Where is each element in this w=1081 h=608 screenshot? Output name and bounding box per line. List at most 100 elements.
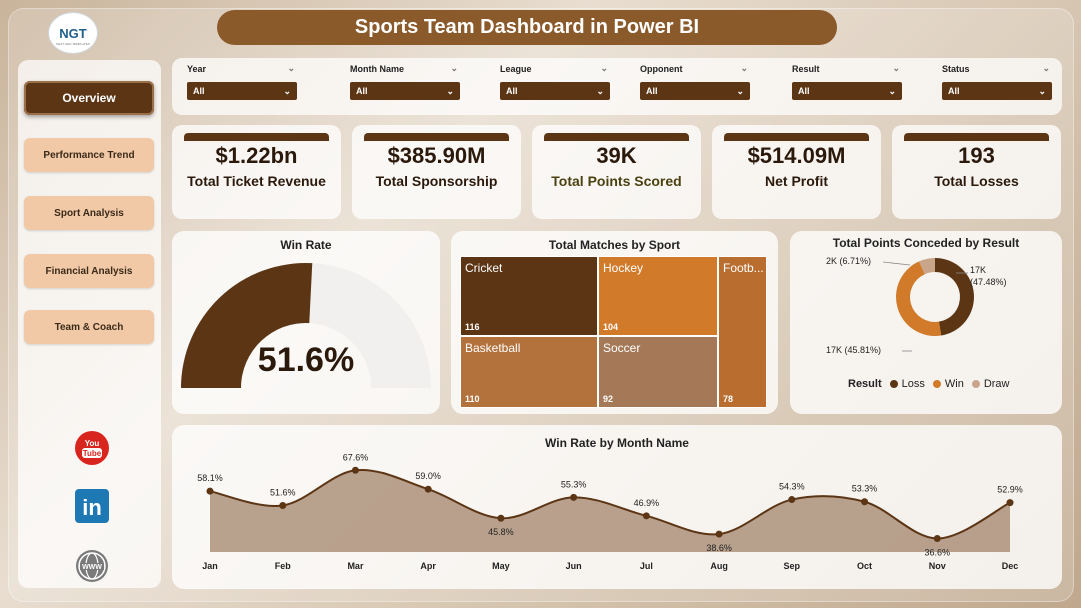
filter-dropdown[interactable]: All ⌄ bbox=[500, 82, 610, 100]
data-point-mar[interactable] bbox=[351, 466, 359, 474]
filter-value: All bbox=[506, 86, 518, 96]
nav-sport-analysis[interactable]: Sport Analysis bbox=[24, 196, 154, 230]
filter-result[interactable]: Result ⌄ All ⌄ bbox=[792, 63, 902, 100]
gauge-value-label: 51.6% bbox=[257, 341, 355, 379]
chart-title: Win Rate by Month Name bbox=[545, 436, 689, 450]
treemap-cell-basketball[interactable]: Basketball 110 bbox=[460, 336, 598, 408]
chevron-down-icon: ⌄ bbox=[596, 85, 604, 96]
gauge-chart bbox=[181, 263, 431, 388]
treemap-cell-football[interactable]: Footb... 78 bbox=[718, 256, 767, 408]
treemap-label: Cricket bbox=[465, 261, 503, 275]
filter-dropdown[interactable]: All ⌄ bbox=[942, 82, 1052, 100]
data-point-feb[interactable] bbox=[279, 501, 287, 509]
filter-dropdown[interactable]: All ⌄ bbox=[187, 82, 297, 100]
nav-team-coach[interactable]: Team & Coach bbox=[24, 310, 154, 344]
filter-opponent[interactable]: Opponent ⌄ All ⌄ bbox=[640, 63, 750, 100]
kpi-label: Net Profit bbox=[765, 173, 828, 189]
data-point-jan[interactable] bbox=[206, 487, 214, 495]
sidebar: Overview Performance Trend Sport Analysi… bbox=[18, 60, 161, 588]
data-label: 53.3% bbox=[852, 484, 878, 494]
data-point-jul[interactable] bbox=[642, 512, 650, 520]
win-rate-card[interactable]: Win Rate 51.6% bbox=[172, 231, 440, 414]
chevron-down-icon: ⌄ bbox=[888, 85, 896, 96]
x-tick-label: Sep bbox=[784, 561, 801, 571]
data-point-jun[interactable] bbox=[570, 493, 578, 501]
area-fill bbox=[210, 469, 1010, 552]
legend-item-draw[interactable]: Draw bbox=[983, 378, 1010, 390]
globe-icon[interactable]: WWW bbox=[74, 548, 110, 584]
kpi-card-total-losses: 193 Total Losses bbox=[892, 125, 1061, 219]
kpi-card-ticket-revenue: $1.22bn Total Ticket Revenue bbox=[172, 125, 341, 219]
linkedin-icon[interactable]: in bbox=[74, 488, 110, 524]
filter-label: Year bbox=[187, 64, 207, 74]
win-rate-by-month-card[interactable]: Win Rate by Month Name 58.1% Jan 51.6% Feb 6… bbox=[172, 425, 1062, 589]
treemap-label: Soccer bbox=[603, 341, 641, 355]
filter-league[interactable]: League ⌄ All ⌄ bbox=[500, 63, 610, 100]
chevron-down-icon: ⌄ bbox=[1038, 85, 1046, 96]
treemap-label: Basketball bbox=[465, 341, 521, 355]
nav-financial-analysis[interactable]: Financial Analysis bbox=[24, 254, 154, 288]
company-logo: NGT NEXT GEN TEMPLATES bbox=[48, 12, 98, 54]
data-point-nov[interactable] bbox=[933, 534, 941, 542]
filter-dropdown[interactable]: All ⌄ bbox=[350, 82, 460, 100]
filter-month-name[interactable]: Month Name ⌄ All ⌄ bbox=[350, 63, 460, 100]
nav-performance-trend[interactable]: Performance Trend bbox=[24, 138, 154, 172]
treemap-cell-soccer[interactable]: Soccer 92 bbox=[598, 336, 718, 408]
data-label: 46.9% bbox=[634, 498, 660, 508]
svg-text:Tube: Tube bbox=[83, 449, 102, 458]
kpi-value: $514.09M bbox=[747, 143, 846, 168]
treemap-label: Hockey bbox=[603, 261, 644, 275]
data-point-dec[interactable] bbox=[1006, 499, 1014, 507]
kpi-strip bbox=[904, 133, 1049, 141]
data-label: 58.1% bbox=[197, 473, 223, 483]
x-tick-label: Feb bbox=[275, 561, 292, 571]
matches-by-sport-card[interactable]: Total Matches by Sport Cricket 116 Hocke… bbox=[451, 231, 778, 414]
kpi-card-net-profit: $514.09M Net Profit bbox=[712, 125, 881, 219]
area-chart: 58.1% Jan 51.6% Feb 67.6% Mar 59.0% Apr 45.8% May… bbox=[197, 452, 1023, 571]
donut-slice-loss bbox=[935, 258, 974, 336]
treemap-cell-hockey[interactable]: Hockey 104 bbox=[598, 256, 718, 336]
filter-label: Opponent bbox=[640, 64, 683, 74]
data-label: 51.6% bbox=[270, 487, 296, 497]
data-label: 54.3% bbox=[779, 482, 805, 492]
legend-swatch bbox=[889, 380, 898, 388]
legend-swatch bbox=[971, 380, 980, 388]
chevron-down-icon: ⌄ bbox=[283, 85, 291, 96]
filter-label: Status bbox=[942, 64, 970, 74]
legend-item-win[interactable]: Win bbox=[944, 378, 964, 390]
data-point-aug[interactable] bbox=[715, 530, 723, 538]
data-point-oct[interactable] bbox=[861, 498, 869, 506]
treemap-value: 104 bbox=[603, 322, 619, 332]
kpi-strip bbox=[364, 133, 509, 141]
treemap-label: Footb... bbox=[723, 261, 764, 275]
legend-item-loss[interactable]: Loss bbox=[901, 378, 925, 390]
area-line bbox=[209, 468, 1011, 540]
filter-year[interactable]: Year ⌄ All ⌄ bbox=[187, 63, 297, 100]
kpi-label: Total Sponsorship bbox=[375, 173, 498, 189]
kpi-card-points-scored: 39K Total Points Scored bbox=[532, 125, 701, 219]
data-label: 59.0% bbox=[415, 471, 441, 481]
data-point-may[interactable] bbox=[497, 514, 505, 522]
filter-value: All bbox=[356, 86, 368, 96]
data-label: 55.3% bbox=[561, 479, 587, 489]
filter-value: All bbox=[193, 86, 205, 96]
filter-dropdown[interactable]: All ⌄ bbox=[792, 82, 902, 100]
points-conceded-card[interactable]: Total Points Conceded by Result 17K (47.… bbox=[790, 231, 1062, 414]
chevron-down-icon: ⌄ bbox=[1042, 63, 1050, 73]
data-label: 45.8% bbox=[488, 527, 514, 537]
data-point-sep[interactable] bbox=[788, 496, 796, 504]
filter-status[interactable]: Status ⌄ All ⌄ bbox=[942, 63, 1052, 100]
chevron-down-icon: ⌄ bbox=[740, 63, 748, 73]
kpi-strip bbox=[184, 133, 329, 141]
donut-slice-win bbox=[896, 261, 942, 336]
chevron-down-icon: ⌄ bbox=[450, 63, 458, 73]
data-point-apr[interactable] bbox=[424, 485, 432, 493]
x-tick-label: Aug bbox=[710, 561, 728, 571]
nav-overview[interactable]: Overview bbox=[24, 81, 154, 115]
youtube-icon[interactable]: You Tube bbox=[74, 430, 110, 466]
treemap-cell-cricket[interactable]: Cricket 116 bbox=[460, 256, 598, 336]
filter-value: All bbox=[798, 86, 810, 96]
filter-dropdown[interactable]: All ⌄ bbox=[640, 82, 750, 100]
treemap-value: 78 bbox=[723, 394, 734, 404]
gauge-fill bbox=[181, 263, 313, 388]
